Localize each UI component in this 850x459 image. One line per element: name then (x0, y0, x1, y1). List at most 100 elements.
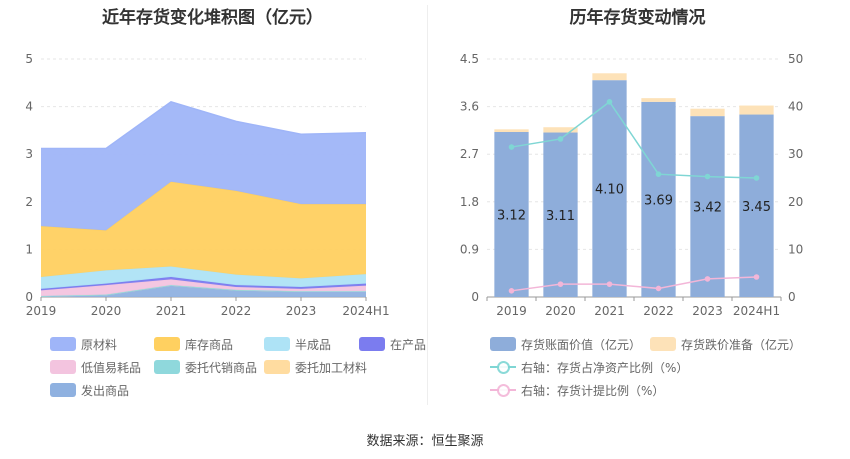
legend-swatch (650, 337, 676, 351)
bar-impairment-reserve (739, 105, 774, 115)
left-x-tick-label: 2019 (26, 304, 57, 318)
right-x-tick-label: 2021 (594, 304, 625, 318)
bar-book-value (494, 131, 529, 297)
legend-swatch (50, 360, 76, 374)
legend-item[interactable]: 委托加工材料 (264, 359, 367, 375)
bar-value-label: 3.42 (693, 201, 722, 216)
bar-value-label: 3.11 (546, 209, 575, 224)
left-chart-title: 近年存货变化堆积图（亿元） (102, 8, 323, 28)
right-left-y-tick-label: 1.8 (460, 195, 479, 209)
bar-impairment-reserve (543, 127, 578, 133)
bar-book-value (641, 101, 676, 297)
legend-swatch (490, 337, 516, 351)
bar-value-label: 4.10 (595, 183, 624, 198)
line-point (606, 281, 613, 287)
left-x-tick-label: 2023 (286, 304, 317, 318)
legend-item[interactable]: 原材料 (50, 336, 117, 352)
legend-swatch (50, 383, 76, 397)
legend-label: 委托代销商品 (185, 360, 258, 375)
legend-item[interactable]: 发出商品 (50, 382, 129, 398)
bar-value-label: 3.12 (497, 208, 526, 223)
line-point (557, 136, 564, 142)
legend-item[interactable]: 低值易耗品 (50, 359, 141, 375)
area-发出商品 (41, 285, 366, 297)
legend-item[interactable]: 库存商品 (154, 336, 233, 352)
right-right-y-tick-label: 10 (788, 242, 803, 256)
right-right-y-tick-label: 30 (788, 147, 803, 161)
left-y-tick-label: 4 (25, 100, 33, 114)
right-left-y-tick-label: 2.7 (460, 147, 479, 161)
right-right-y-tick-label: 50 (788, 52, 803, 66)
bar-impairment-reserve (592, 73, 627, 81)
data-source: 数据来源：恒生聚源 (366, 434, 484, 449)
legend-item[interactable]: 存货跌价准备（亿元） (650, 336, 801, 352)
legend-label: 发出商品 (81, 383, 130, 398)
legend-item[interactable]: 存货账面价值（亿元） (490, 336, 641, 352)
right-x-tick-label: 2024H1 (733, 304, 780, 318)
legend-label: 原材料 (81, 337, 118, 352)
line-point (655, 171, 662, 177)
right-x-tick-label: 2022 (643, 304, 674, 318)
bar-book-value (690, 116, 725, 298)
legend-item[interactable]: 右轴：存货占净资产比例（%） (490, 359, 688, 375)
legend-item[interactable]: 半成品 (264, 336, 331, 352)
legend-label: 存货跌价准备（亿元） (681, 337, 802, 352)
left-y-tick-label: 5 (25, 52, 33, 66)
line-point (704, 276, 711, 282)
legend-label: 在产品 (390, 337, 427, 352)
legend-label: 低值易耗品 (81, 360, 142, 375)
bar-book-value (543, 132, 578, 297)
legend-swatch (264, 337, 290, 351)
right-right-y-tick-label: 40 (788, 100, 803, 114)
legend-label: 委托加工材料 (295, 360, 368, 375)
left-y-tick-label: 0 (25, 290, 33, 304)
legend-item[interactable]: 委托代销商品 (154, 359, 257, 375)
area-低值易耗品 (41, 279, 366, 297)
line-point (655, 285, 662, 292)
legend-swatch (154, 337, 180, 351)
area-edge-原材料 (41, 101, 367, 150)
area-半成品 (41, 266, 366, 289)
legend-swatch (359, 337, 385, 351)
legend-swatch (490, 383, 516, 397)
right-left-y-tick-label: 0.9 (460, 242, 479, 256)
line-point (753, 175, 760, 181)
left-x-tick-label: 2024H1 (342, 304, 389, 318)
line-point (704, 173, 711, 180)
line-point (753, 274, 760, 280)
right-x-tick-label: 2019 (496, 304, 527, 318)
legend-swatch (264, 360, 290, 374)
bar-book-value (592, 80, 627, 298)
line-右轴：存货占净资产比例（%） (511, 100, 757, 179)
bar-value-label: 3.69 (644, 193, 673, 208)
right-left-y-tick-label: 3.6 (460, 100, 479, 114)
line-右轴：存货计提比例（%） (511, 276, 757, 292)
right-right-y-tick-label: 20 (788, 195, 803, 209)
right-left-y-tick-label: 0 (471, 290, 479, 304)
right-right-y-tick-label: 0 (788, 290, 796, 304)
right-chart-title: 历年存货变动情况 (569, 8, 706, 28)
legend-swatch (154, 360, 180, 374)
left-y-tick-label: 3 (25, 147, 33, 161)
line-point (508, 144, 515, 150)
legend-label: 库存商品 (185, 337, 234, 352)
legend-swatch (490, 360, 516, 374)
left-x-tick-label: 2021 (156, 304, 187, 318)
left-x-tick-label: 2020 (91, 304, 122, 318)
bar-impairment-reserve (690, 108, 725, 117)
bar-impairment-reserve (641, 98, 676, 102)
bar-impairment-reserve (494, 129, 529, 132)
line-point (508, 288, 515, 294)
line-point (606, 99, 613, 105)
legend-item[interactable]: 在产品 (359, 336, 426, 352)
right-x-tick-label: 2023 (692, 304, 723, 318)
panel-divider (427, 5, 428, 405)
left-y-tick-label: 1 (25, 242, 33, 256)
right-x-tick-label: 2020 (545, 304, 576, 318)
line-point (557, 281, 564, 287)
legend-label: 右轴：存货计提比例（%） (521, 383, 665, 398)
left-y-tick-label: 2 (25, 195, 33, 209)
legend-item[interactable]: 右轴：存货计提比例（%） (490, 382, 664, 398)
legend-label: 存货账面价值（亿元） (521, 337, 642, 352)
